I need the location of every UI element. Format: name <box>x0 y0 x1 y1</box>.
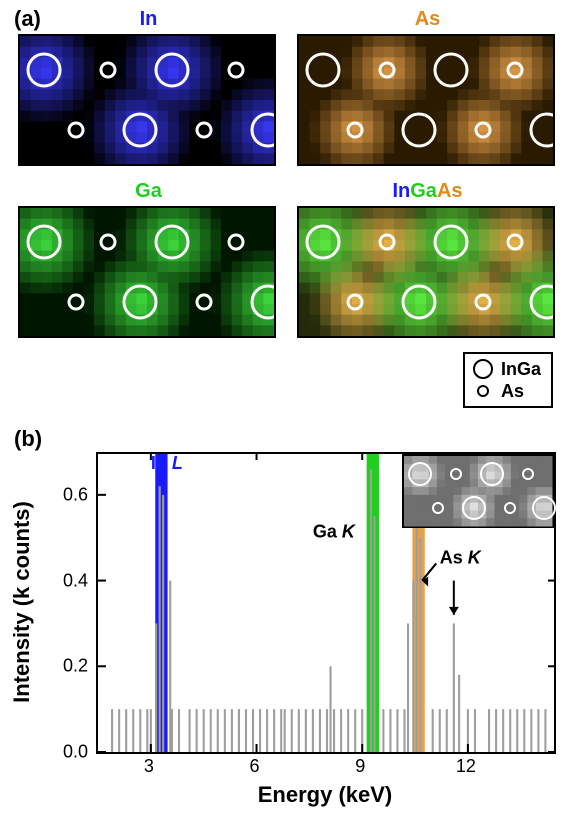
figure-page: (a) InAsGaInGaAs InGa As (b) Intensity (… <box>0 0 573 815</box>
legend-small-circle-icon <box>471 380 495 402</box>
panel-b-label: (b) <box>14 426 42 452</box>
panel-a: (a) InAsGaInGaAs <box>18 8 558 338</box>
svg-text:Ga K: Ga K <box>313 522 357 542</box>
x-tick-label: 12 <box>456 756 476 777</box>
svg-text:In L: In L <box>151 453 183 473</box>
panel-b: (b) Intensity (k counts) In LGa KAs K En… <box>18 430 558 800</box>
y-tick-label: 0.0 <box>18 742 88 763</box>
map-title: In <box>18 8 279 34</box>
element-maps-grid: In As Ga InGaAs <box>18 8 558 338</box>
element-map: In <box>18 8 279 166</box>
y-tick-label: 0.2 <box>18 656 88 677</box>
legend-label: As <box>501 381 524 402</box>
element-map: InGaAs <box>297 180 558 338</box>
legend-row-as: As <box>471 380 541 402</box>
chart-svg: In L Ga K As K <box>98 452 556 752</box>
spectrum-chart: In L Ga K As K <box>96 452 556 754</box>
y-tick-label: 0.4 <box>18 570 88 591</box>
legend-row-inga: InGa <box>471 358 541 380</box>
map-title: Ga <box>18 180 279 206</box>
y-tick-label: 0.6 <box>18 484 88 505</box>
map-title: InGaAs <box>297 180 558 206</box>
map-title: As <box>297 8 558 34</box>
element-map: Ga <box>18 180 279 338</box>
x-tick-label: 6 <box>250 756 260 777</box>
svg-text:As K: As K <box>440 547 483 567</box>
circle-legend: InGa As <box>463 352 553 408</box>
legend-large-circle-icon <box>471 358 495 380</box>
element-map: As <box>297 8 558 166</box>
x-tick-label: 9 <box>355 756 365 777</box>
x-axis-label: Energy (keV) <box>96 782 554 808</box>
legend-label: InGa <box>501 359 541 380</box>
x-tick-label: 3 <box>144 756 154 777</box>
